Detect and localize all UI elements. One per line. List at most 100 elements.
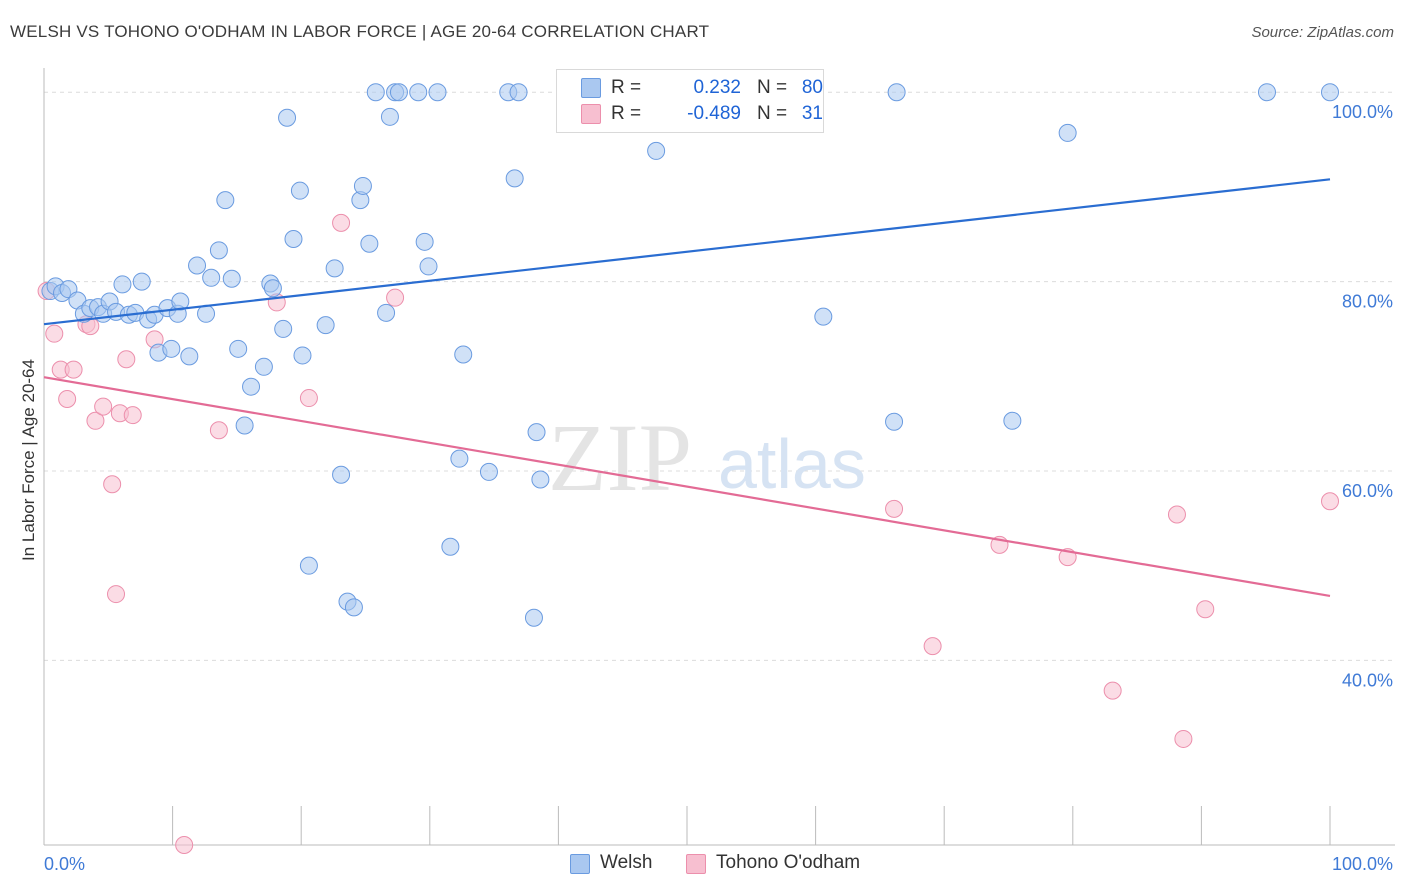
- legend-r-value: 0.232: [693, 77, 741, 98]
- welsh-point: [887, 83, 906, 102]
- legend-r-value: -0.489: [687, 103, 741, 124]
- welsh-point: [1058, 123, 1077, 142]
- watermark: ZIP atlas: [548, 404, 866, 511]
- legend-n-label: N =: [757, 77, 788, 98]
- welsh-point: [479, 462, 498, 481]
- welsh-point: [197, 304, 216, 323]
- welsh-point: [360, 234, 379, 253]
- welsh-point: [284, 229, 303, 248]
- welsh-point: [419, 257, 438, 276]
- y-tick-label: 40.0%: [1342, 670, 1393, 690]
- source-credit: Source: ZipAtlas.com: [1251, 24, 1394, 41]
- legend-r-label: R =: [611, 103, 642, 124]
- welsh-point: [647, 141, 666, 160]
- welsh-point: [180, 347, 199, 366]
- welsh-trend-line: [43, 178, 1331, 326]
- welsh-point: [209, 241, 228, 260]
- welsh-point: [1321, 83, 1339, 102]
- tohono-point: [299, 389, 318, 408]
- welsh-point: [409, 83, 428, 102]
- tohono-point: [117, 350, 136, 369]
- tohono-point: [1167, 505, 1186, 524]
- welsh-point: [415, 232, 434, 251]
- welsh-point: [353, 176, 372, 195]
- watermark-atlas: atlas: [718, 425, 866, 503]
- tohono-point: [1103, 681, 1122, 700]
- welsh-point: [450, 449, 469, 468]
- welsh-point: [274, 319, 293, 338]
- tohono-point: [94, 397, 113, 416]
- welsh-point: [377, 303, 396, 322]
- welsh-point: [216, 191, 235, 210]
- y-axis-label: In Labor Force | Age 20-64: [19, 359, 38, 561]
- tohono-point: [123, 406, 142, 425]
- welsh-point: [454, 345, 473, 364]
- welsh-point: [332, 465, 351, 484]
- welsh-swatch: [581, 78, 601, 98]
- welsh-point: [380, 107, 399, 126]
- legend-n-label: N =: [757, 103, 788, 124]
- welsh-point: [132, 272, 151, 291]
- welsh-point: [229, 339, 248, 358]
- y-tick-label: 100.0%: [1332, 102, 1393, 122]
- correlation-legend: R = 0.232 N = 80 R = -0.489 N = 31: [556, 69, 824, 133]
- welsh-point: [278, 108, 297, 127]
- tohono-point: [923, 637, 942, 656]
- welsh-point: [254, 357, 273, 376]
- x-tick-label: 100.0%: [1332, 854, 1393, 874]
- tohono-point: [885, 499, 904, 518]
- welsh-point: [885, 412, 904, 431]
- tohono-point: [103, 475, 122, 494]
- tohono-swatch: [581, 104, 601, 124]
- tohono-point: [1174, 729, 1193, 748]
- tohono-point: [332, 213, 351, 232]
- tohono-point: [45, 324, 64, 343]
- welsh-point: [290, 181, 309, 200]
- welsh-point: [505, 169, 524, 188]
- welsh-point: [171, 292, 190, 311]
- legend-n-value: 80: [801, 77, 823, 98]
- tohono-legend-label: Tohono O'odham: [716, 852, 861, 873]
- tohono-point: [1196, 600, 1215, 619]
- welsh-point: [366, 83, 385, 102]
- y-tick-label: 80.0%: [1342, 292, 1393, 312]
- welsh-point: [509, 83, 528, 102]
- tohono-trend-line: [43, 376, 1331, 598]
- welsh-point: [524, 608, 543, 627]
- tohono-point: [209, 421, 228, 440]
- x-tick-label: 0.0%: [44, 854, 85, 874]
- welsh-point: [344, 598, 363, 617]
- welsh-point: [113, 275, 132, 294]
- welsh-point: [1003, 411, 1022, 430]
- welsh-point: [162, 339, 181, 358]
- tohono-point: [386, 288, 405, 307]
- y-tick-label: 60.0%: [1342, 481, 1393, 501]
- axis-layer: [43, 68, 1395, 846]
- welsh-point: [441, 537, 460, 556]
- welsh-point: [263, 279, 282, 298]
- welsh-point: [202, 268, 221, 287]
- tohono-point: [107, 585, 126, 604]
- welsh-point: [1257, 83, 1276, 102]
- legend-n-value: 31: [801, 103, 823, 124]
- welsh-legend-swatch: [570, 854, 590, 874]
- trend-layer: [43, 178, 1331, 598]
- welsh-point: [222, 269, 241, 288]
- legend-r-label: R =: [611, 77, 642, 98]
- tohono-point: [1321, 492, 1339, 511]
- welsh-point: [325, 259, 344, 278]
- welsh-point: [188, 256, 207, 275]
- welsh-point: [316, 316, 335, 335]
- welsh-legend-label: Welsh: [600, 852, 653, 873]
- tohono-point: [86, 411, 105, 430]
- welsh-point: [531, 470, 550, 489]
- welsh-point: [389, 83, 408, 102]
- welsh-point: [428, 83, 447, 102]
- welsh-point: [235, 416, 254, 435]
- tohono-point: [58, 390, 77, 409]
- tohono-legend-swatch: [686, 854, 706, 874]
- label-layer: 100.0% 80.0% 60.0% 40.0% 0.0% 100.0% In Labor …: [19, 102, 1393, 874]
- watermark-zip: ZIP: [548, 404, 692, 511]
- welsh-point: [527, 423, 546, 442]
